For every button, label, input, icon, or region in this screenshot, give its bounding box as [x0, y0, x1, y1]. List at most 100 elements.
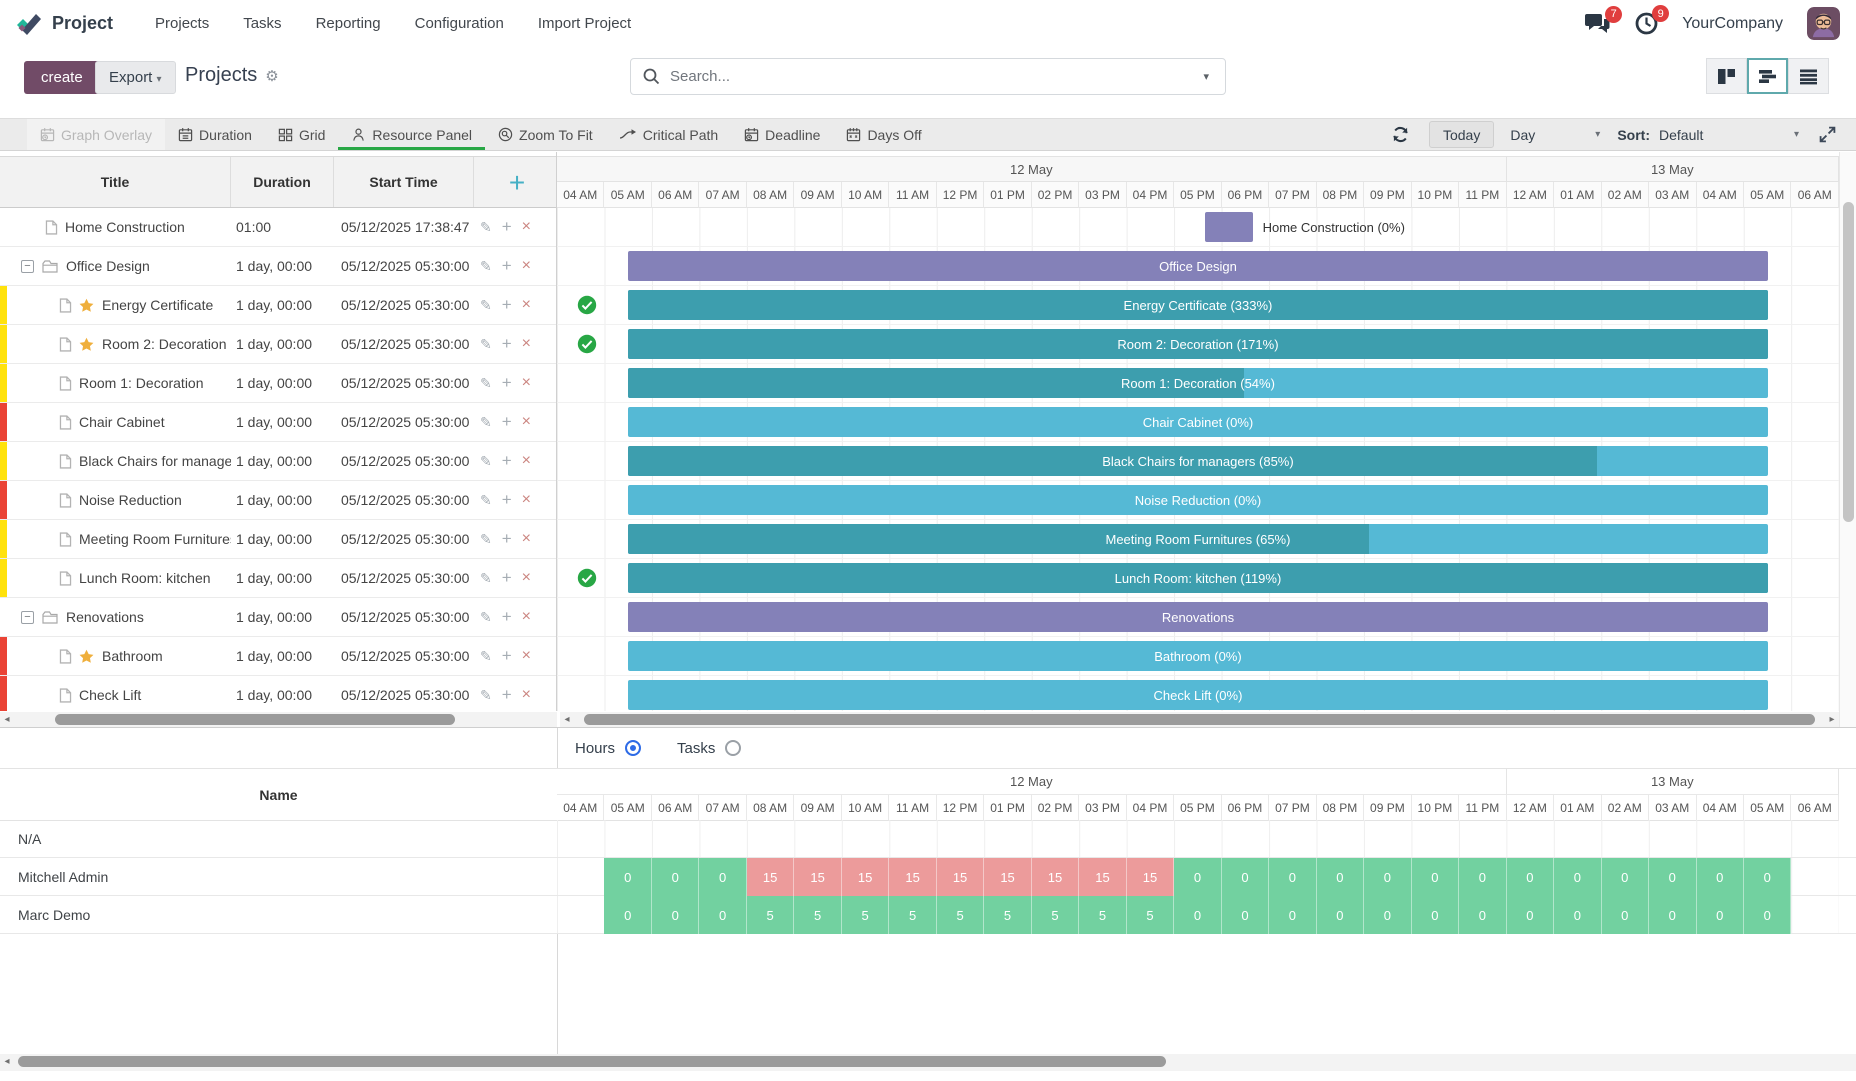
gantt-view-button[interactable] — [1747, 58, 1788, 94]
refresh-icon[interactable] — [1392, 126, 1409, 143]
table-row[interactable]: Black Chairs for managers 1 day, 00:00 05/… — [0, 442, 556, 481]
edit-pencil-icon[interactable]: ✎ — [480, 374, 492, 391]
delete-x-icon[interactable]: × — [521, 218, 532, 235]
gantt-bar[interactable]: Black Chairs for managers (85%) — [628, 446, 1768, 476]
edit-pencil-icon[interactable]: ✎ — [480, 413, 492, 430]
gantt-bar[interactable]: Room 2: Decoration (171%) — [628, 329, 1768, 359]
resource-horizontal-scrollbar[interactable]: ◂ — [0, 1054, 1856, 1071]
add-plus-icon[interactable]: + — [501, 412, 512, 431]
create-button[interactable]: create — [24, 61, 100, 94]
gantt-bar[interactable] — [1205, 212, 1253, 242]
user-avatar[interactable] — [1807, 7, 1840, 40]
add-plus-icon[interactable]: + — [501, 451, 512, 470]
radio-unselected-icon[interactable] — [725, 740, 742, 756]
search-dropdown-caret-icon[interactable]: ▾ — [1203, 71, 1209, 83]
add-task-button[interactable]: + — [497, 167, 537, 199]
list-view-button[interactable] — [1788, 58, 1829, 94]
column-header-start-time[interactable]: Start Time — [334, 157, 474, 207]
gantt-toolbar-button-days-off[interactable]: Days Off — [833, 119, 934, 150]
fullscreen-expand-icon[interactable] — [1819, 126, 1836, 143]
gantt-bar[interactable]: Renovations — [628, 602, 1768, 632]
scroll-left-arrow-icon[interactable]: ◂ — [4, 714, 10, 725]
task-title-cell[interactable]: Chair Cabinet — [7, 403, 231, 441]
edit-pencil-icon[interactable]: ✎ — [480, 296, 492, 313]
gear-icon[interactable]: ⚙ — [265, 67, 279, 85]
table-row[interactable]: − Renovations 1 day, 00:00 05/12/2025 05:30… — [0, 598, 556, 637]
delete-x-icon[interactable]: × — [521, 335, 532, 352]
edit-pencil-icon[interactable]: ✎ — [480, 335, 492, 352]
table-row[interactable]: Lunch Room: kitchen 1 day, 00:00 05/12/202… — [0, 559, 556, 598]
table-row[interactable]: Check Lift 1 day, 00:00 05/12/2025 05:30:0… — [0, 676, 556, 711]
delete-x-icon[interactable]: × — [521, 569, 532, 586]
nav-item-configuration[interactable]: Configuration — [414, 15, 504, 32]
delete-x-icon[interactable]: × — [521, 374, 532, 391]
gantt-toolbar-button-critical-path[interactable]: Critical Path — [606, 119, 731, 150]
star-icon[interactable] — [79, 649, 102, 664]
task-title-cell[interactable]: Home Construction — [7, 208, 231, 246]
today-button[interactable]: Today — [1428, 121, 1495, 148]
task-title-cell[interactable]: Bathroom — [7, 637, 231, 675]
delete-x-icon[interactable]: × — [521, 647, 532, 664]
star-icon[interactable] — [79, 337, 102, 352]
nav-item-import-project[interactable]: Import Project — [537, 15, 632, 32]
gantt-bar[interactable]: Bathroom (0%) — [628, 641, 1768, 671]
task-title-cell[interactable]: Black Chairs for managers — [7, 442, 231, 480]
delete-x-icon[interactable]: × — [521, 413, 532, 430]
export-button[interactable]: Export ▾ — [95, 61, 176, 94]
star-icon[interactable] — [79, 298, 102, 313]
gantt-bar[interactable]: Lunch Room: kitchen (119%) — [628, 563, 1768, 593]
task-title-cell[interactable]: Energy Certificate — [7, 286, 231, 324]
scroll-right-arrow-icon[interactable]: ▸ — [1829, 714, 1835, 725]
gantt-bar[interactable]: Chair Cabinet (0%) — [628, 407, 1768, 437]
table-row[interactable]: Meeting Room Furnitures 1 day, 00:00 05/12… — [0, 520, 556, 559]
activities-clock-icon[interactable]: 9 — [1635, 5, 1670, 35]
gantt-vertical-scrollbar[interactable] — [1839, 152, 1856, 727]
edit-pencil-icon[interactable]: ✎ — [480, 569, 492, 586]
table-row[interactable]: Chair Cabinet 1 day, 00:00 05/12/2025 05:3… — [0, 403, 556, 442]
gantt-toolbar-button-grid[interactable]: Grid — [265, 119, 338, 150]
hours-radio-option[interactable]: Hours — [575, 740, 642, 757]
add-plus-icon[interactable]: + — [501, 256, 512, 275]
gantt-toolbar-button-deadline[interactable]: Deadline — [731, 119, 833, 150]
task-title-cell[interactable]: Check Lift — [7, 676, 231, 711]
add-plus-icon[interactable]: + — [501, 685, 512, 704]
sort-select[interactable]: Default ▾ — [1659, 126, 1799, 143]
column-header-title[interactable]: Title — [0, 157, 231, 207]
gantt-toolbar-button-duration[interactable]: Duration — [165, 119, 265, 150]
gantt-bar[interactable]: Room 1: Decoration (54%) — [628, 368, 1768, 398]
delete-x-icon[interactable]: × — [521, 257, 532, 274]
scroll-left-arrow-icon[interactable]: ◂ — [4, 1056, 10, 1067]
table-row[interactable]: Noise Reduction 1 day, 00:00 05/12/2025 05… — [0, 481, 556, 520]
delete-x-icon[interactable]: × — [521, 452, 532, 469]
table-row[interactable]: Room 2: Decoration 1 day, 00:00 05/12/2025… — [0, 325, 556, 364]
nav-item-projects[interactable]: Projects — [155, 15, 210, 32]
gantt-bar[interactable]: Meeting Room Furnitures (65%) — [628, 524, 1768, 554]
collapse-toggle-icon[interactable]: − — [21, 259, 34, 273]
delete-x-icon[interactable]: × — [521, 686, 532, 703]
task-title-cell[interactable]: Lunch Room: kitchen — [7, 559, 231, 597]
gantt-horizontal-scrollbar[interactable]: ◂ ▸ — [560, 712, 1839, 727]
add-plus-icon[interactable]: + — [501, 568, 512, 587]
radio-selected-icon[interactable] — [625, 740, 642, 756]
kanban-view-button[interactable] — [1706, 58, 1747, 94]
delete-x-icon[interactable]: × — [521, 296, 532, 313]
collapse-toggle-icon[interactable]: − — [21, 610, 34, 624]
task-title-cell[interactable]: Noise Reduction — [7, 481, 231, 519]
edit-pencil-icon[interactable]: ✎ — [480, 491, 492, 508]
delete-x-icon[interactable]: × — [521, 491, 532, 508]
search-input[interactable] — [670, 68, 1200, 85]
add-plus-icon[interactable]: + — [501, 646, 512, 665]
company-name[interactable]: YourCompany — [1682, 14, 1783, 32]
edit-pencil-icon[interactable]: ✎ — [480, 218, 492, 235]
add-plus-icon[interactable]: + — [501, 334, 512, 353]
scrollbar-thumb[interactable] — [1843, 202, 1854, 522]
gantt-toolbar-button-zoom-to-fit[interactable]: Zoom To Fit — [485, 119, 606, 150]
edit-pencil-icon[interactable]: ✎ — [480, 647, 492, 664]
app-name[interactable]: Project — [52, 13, 114, 33]
add-plus-icon[interactable]: + — [501, 490, 512, 509]
edit-pencil-icon[interactable]: ✎ — [480, 530, 492, 547]
app-logo-icon[interactable] — [16, 11, 43, 37]
messages-icon[interactable]: 7 — [1584, 5, 1623, 35]
edit-pencil-icon[interactable]: ✎ — [480, 686, 492, 703]
edit-pencil-icon[interactable]: ✎ — [480, 257, 492, 274]
